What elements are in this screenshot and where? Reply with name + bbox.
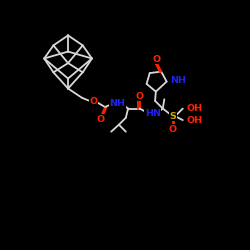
Text: O: O	[90, 97, 98, 106]
Text: O: O	[136, 92, 144, 101]
Text: HN: HN	[145, 110, 161, 118]
Text: O: O	[169, 125, 177, 134]
Text: NH: NH	[170, 76, 186, 85]
Text: O: O	[96, 115, 104, 124]
Text: OH: OH	[187, 104, 203, 113]
Text: O: O	[152, 55, 161, 64]
Text: OH: OH	[187, 116, 203, 124]
Text: S: S	[170, 112, 176, 121]
Text: NH: NH	[109, 99, 125, 108]
